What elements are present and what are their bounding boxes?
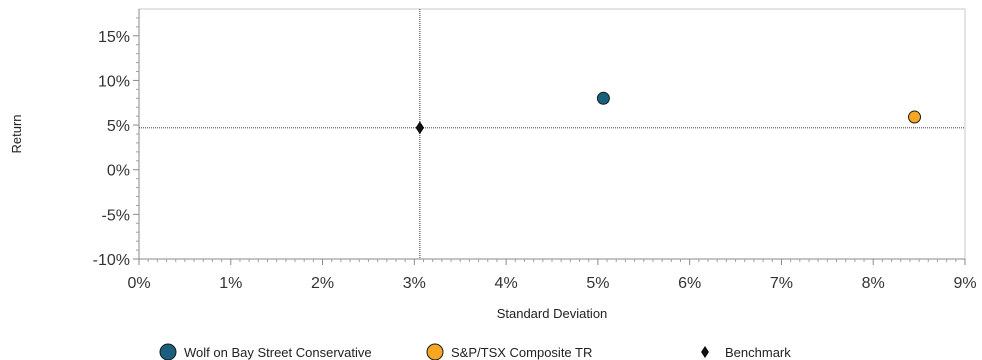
data-point-3 [415, 121, 425, 135]
y-tick-label: 10% [98, 73, 130, 90]
x-axis-title: Standard Deviation [497, 306, 608, 321]
y-axis-ticks: -10% -5% 0% 5% 10% 15% [93, 17, 139, 269]
x-tick-label: 6% [678, 275, 701, 292]
y-tick-label: -10% [93, 252, 130, 269]
legend-item-2: S&P/TSX Composite TR [426, 343, 592, 360]
legend-item-3: Benchmark [701, 345, 791, 360]
x-tick-label: 3% [403, 275, 426, 292]
plot-border [138, 8, 966, 260]
y-tick-label: 5% [107, 118, 130, 135]
y-tick-label: 0% [107, 163, 130, 180]
legend-label: Benchmark [725, 345, 791, 360]
y-tick-label: 15% [98, 29, 130, 46]
reference-lines [139, 9, 965, 259]
data-point-1 [596, 91, 610, 105]
x-tick-label: 7% [770, 275, 793, 292]
x-tick-label: 2% [311, 275, 334, 292]
legend-marker [159, 343, 177, 360]
legend-label: Wolf on Bay Street Conservative [184, 345, 372, 360]
x-tick-label: 1% [219, 275, 242, 292]
x-tick-label: 5% [586, 275, 609, 292]
plot-frame [138, 8, 966, 260]
data-point-2 [908, 110, 922, 124]
x-tick-label: 9% [953, 275, 976, 292]
legend-label: S&P/TSX Composite TR [451, 345, 592, 360]
y-axis-title: Return [9, 114, 24, 153]
x-tick-label: 4% [495, 275, 518, 292]
x-tick-label: 0% [127, 275, 150, 292]
data-points [415, 91, 922, 135]
legend-marker [701, 346, 709, 358]
x-axis-ticks: 0% 1% 2% 3% 4% 5% 6% 7% 8% 9% [127, 259, 977, 292]
y-tick-label: -5% [102, 207, 130, 224]
legend: Wolf on Bay Street Conservative S&P/TSX C… [159, 343, 791, 360]
x-tick-label: 8% [862, 275, 885, 292]
legend-marker [426, 343, 444, 360]
legend-item-1: Wolf on Bay Street Conservative [159, 343, 372, 360]
